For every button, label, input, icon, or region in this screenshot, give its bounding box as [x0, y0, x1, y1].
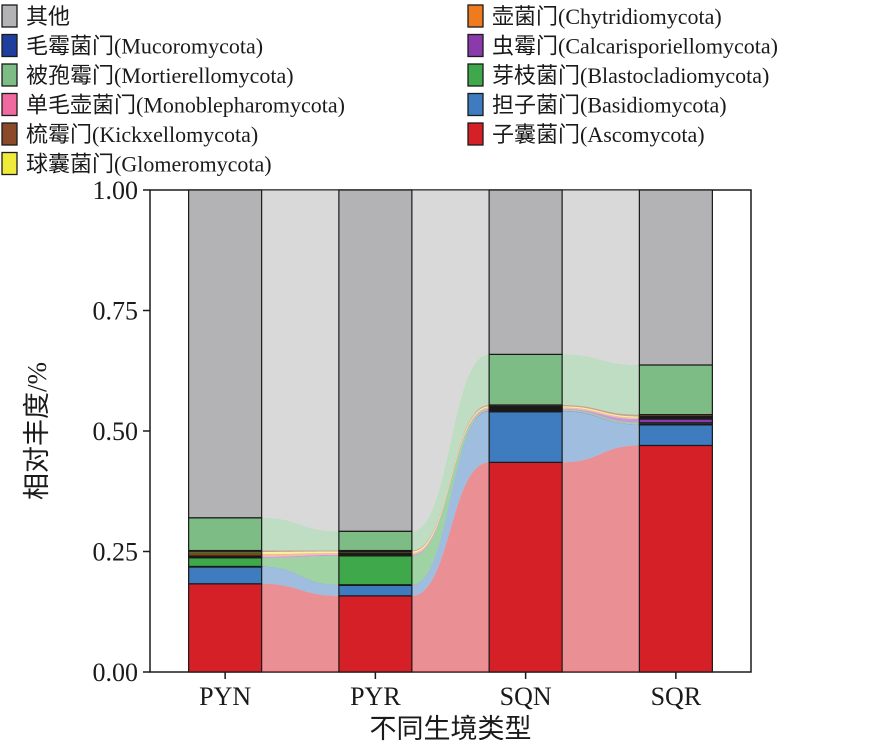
bar-sqr-segment-1 — [638, 444, 713, 673]
legend-swatch — [467, 122, 484, 146]
flow-3-5 — [562, 408, 640, 423]
bars — [188, 189, 713, 673]
flow-3-10 — [562, 354, 640, 415]
flow-2-3 — [411, 410, 490, 586]
flow-1-11 — [261, 190, 339, 532]
flow-3-3 — [562, 410, 640, 425]
bar-pyr-segment-1 — [338, 595, 413, 673]
x-tick-label-sqn: SQN — [500, 682, 552, 711]
flow-3-9 — [562, 404, 640, 417]
legend-label: 虫霉门(Calcarisporiellomycota) — [492, 34, 778, 59]
flow-1-1 — [261, 583, 339, 672]
axes: 0.00 0.25 0.50 0.75 1.00 PYN PYR SQN SQR 不同生境类型 相对… — [22, 176, 702, 744]
y-tick-label: 1.00 — [93, 176, 139, 205]
y-tick-label: 0.50 — [93, 417, 139, 446]
legend-swatch — [1, 63, 18, 87]
bar-pyn-segment-11 — [188, 189, 263, 519]
flow-3-7 — [562, 407, 640, 419]
legend-swatch — [467, 92, 484, 117]
flow-1-6 — [261, 553, 339, 557]
legend-swatch — [1, 151, 18, 176]
flow-2-11 — [411, 190, 490, 532]
flow-3-8 — [562, 406, 640, 418]
flow-1-4 — [261, 555, 339, 585]
flow-1-9 — [261, 550, 339, 552]
x-axis-title: 不同生境类型 — [370, 714, 532, 744]
legend-swatch — [1, 4, 18, 28]
flow-1-7 — [261, 552, 339, 556]
bar-pyn-segment-2 — [188, 566, 263, 585]
legend-swatch — [1, 33, 18, 58]
flow-2-1 — [411, 462, 490, 672]
y-tick-label: 0.75 — [93, 297, 139, 326]
flow-2-4 — [411, 409, 490, 585]
bar-pyr-segment-10 — [338, 530, 413, 552]
legend-label: 被孢霉门(Mortierellomycota) — [26, 63, 294, 88]
flow-3-6 — [562, 408, 640, 419]
x-tick-label-sqr: SQR — [651, 682, 702, 711]
bar-pyr-segment-2 — [338, 584, 413, 597]
flow-2-9 — [411, 404, 490, 552]
legend-swatch — [1, 122, 18, 146]
legend-swatch — [1, 92, 18, 117]
legend-label: 壶菌门(Chytridiomycota) — [492, 4, 722, 29]
flow-1-10 — [261, 517, 339, 551]
flow-3-11 — [562, 190, 640, 365]
legend-swatch — [467, 63, 484, 87]
flow-2-8 — [411, 406, 490, 553]
flow-1-3 — [261, 566, 339, 586]
flow-1-2 — [261, 566, 339, 596]
bar-pyr-segment-11 — [338, 189, 413, 532]
flow-3-2 — [562, 411, 640, 463]
legend-swatch — [467, 4, 484, 28]
flow-3-1 — [562, 445, 640, 672]
bar-sqr-segment-10 — [638, 364, 713, 416]
legend-label: 梳霉门(Kickxellomycota) — [26, 122, 258, 147]
legend-label: 担子菌门(Basidiomycota) — [492, 93, 727, 118]
legend-swatch — [467, 33, 484, 58]
x-tick-label-pyn: PYN — [199, 682, 251, 711]
flow-2-7 — [411, 407, 490, 554]
legend-label: 球囊菌门(Glomeromycota) — [26, 152, 272, 177]
y-tick-label: 0.00 — [93, 658, 139, 687]
x-tick-label-pyr: PYR — [350, 682, 401, 711]
bar-sqr-segment-11 — [638, 189, 713, 366]
flow-2-10 — [411, 354, 490, 551]
bar-sqn-segment-1 — [488, 461, 563, 673]
bar-pyn-segment-10 — [188, 517, 263, 552]
flow-2-6 — [411, 408, 490, 555]
bar-sqn-segment-10 — [488, 353, 563, 406]
y-axis-title: 相对丰度/% — [22, 362, 52, 500]
bar-pyn-segment-4 — [188, 557, 263, 568]
flow-2-2 — [411, 411, 490, 596]
flow-3-4 — [562, 409, 640, 425]
legend-label: 其他 — [26, 4, 70, 29]
flow-ribbons — [261, 190, 640, 672]
legend-label: 毛霉菌门(Mucoromycota) — [26, 34, 263, 59]
flow-1-8 — [261, 551, 339, 554]
y-tick-label: 0.25 — [93, 538, 139, 567]
bar-pyr-segment-4 — [338, 555, 413, 586]
legend-label: 单毛壶菌门(Monoblepharomycota) — [26, 93, 345, 118]
flow-1-5 — [261, 554, 339, 558]
flow-2-5 — [411, 408, 490, 556]
bar-sqn-segment-2 — [488, 411, 563, 463]
bar-pyn-segment-1 — [188, 583, 263, 673]
bar-sqr-segment-2 — [638, 424, 713, 447]
bar-sqn-segment-11 — [488, 189, 563, 355]
legend-label: 芽枝菌门(Blastocladiomycota) — [492, 63, 769, 88]
legend-label: 子囊菌门(Ascomycota) — [492, 122, 705, 147]
